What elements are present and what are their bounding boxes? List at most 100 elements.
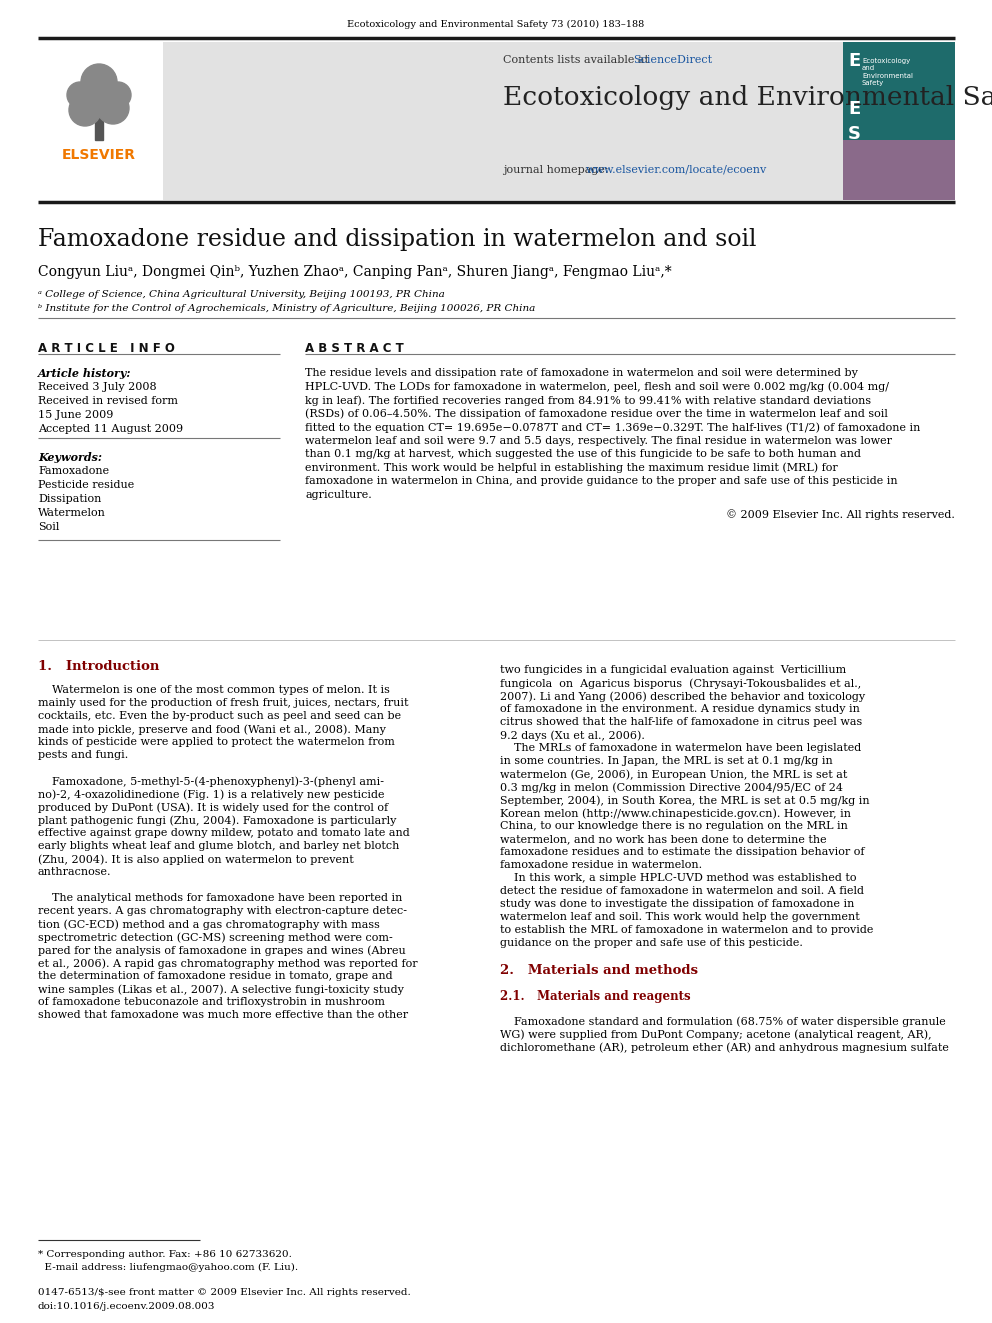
- Text: 2007). Li and Yang (2006) described the behavior and toxicology: 2007). Li and Yang (2006) described the …: [500, 691, 865, 701]
- Text: study was done to investigate the dissipation of famoxadone in: study was done to investigate the dissip…: [500, 900, 854, 909]
- Text: E-mail address: liufengmao@yahoo.com (F. Liu).: E-mail address: liufengmao@yahoo.com (F.…: [38, 1263, 299, 1273]
- Text: WG) were supplied from DuPont Company; acetone (analytical reagent, AR),: WG) were supplied from DuPont Company; a…: [500, 1029, 931, 1040]
- Text: E: E: [848, 52, 860, 70]
- Text: watermelon, and no work has been done to determine the: watermelon, and no work has been done to…: [500, 833, 826, 844]
- Text: Keywords:: Keywords:: [38, 452, 102, 463]
- Text: Famoxadone: Famoxadone: [38, 466, 109, 476]
- Text: 0147-6513/$-see front matter © 2009 Elsevier Inc. All rights reserved.: 0147-6513/$-see front matter © 2009 Else…: [38, 1289, 411, 1297]
- Text: Article history:: Article history:: [38, 368, 132, 378]
- Text: Contents lists available at: Contents lists available at: [503, 56, 653, 65]
- Text: than 0.1 mg/kg at harvest, which suggested the use of this fungicide to be safe : than 0.1 mg/kg at harvest, which suggest…: [305, 448, 861, 459]
- Text: fitted to the equation CT= 19.695e−0.0787T and CT= 1.369e−0.329T. The half-lives: fitted to the equation CT= 19.695e−0.078…: [305, 422, 921, 433]
- Circle shape: [81, 64, 117, 101]
- Text: The MRLs of famoxadone in watermelon have been legislated: The MRLs of famoxadone in watermelon hav…: [500, 744, 861, 753]
- Text: ᵃ College of Science, China Agricultural University, Beijing 100193, PR China: ᵃ College of Science, China Agricultural…: [38, 290, 444, 299]
- Text: famoxadone residue in watermelon.: famoxadone residue in watermelon.: [500, 860, 702, 871]
- Text: tion (GC-ECD) method and a gas chromatography with mass: tion (GC-ECD) method and a gas chromatog…: [38, 919, 380, 930]
- Text: recent years. A gas chromatography with electron-capture detec-: recent years. A gas chromatography with …: [38, 906, 407, 916]
- Text: kinds of pesticide were applied to protect the watermelon from: kinds of pesticide were applied to prote…: [38, 737, 395, 747]
- Text: two fungicides in a fungicidal evaluation against  Verticillium: two fungicides in a fungicidal evaluatio…: [500, 665, 846, 675]
- Text: Pesticide residue: Pesticide residue: [38, 480, 134, 490]
- Text: Famoxadone, 5-methyl-5-(4-phenoxyphenyl)-3-(phenyl ami-: Famoxadone, 5-methyl-5-(4-phenoxyphenyl)…: [38, 777, 384, 787]
- Text: et al., 2006). A rapid gas chromatography method was reported for: et al., 2006). A rapid gas chromatograph…: [38, 958, 418, 968]
- Text: made into pickle, preserve and food (Wani et al., 2008). Many: made into pickle, preserve and food (Wan…: [38, 724, 386, 734]
- Text: Famoxadone residue and dissipation in watermelon and soil: Famoxadone residue and dissipation in wa…: [38, 228, 757, 251]
- Text: Ecotoxicology and Environmental Safety 73 (2010) 183–188: Ecotoxicology and Environmental Safety 7…: [347, 20, 645, 29]
- Text: Received 3 July 2008: Received 3 July 2008: [38, 382, 157, 392]
- Text: Watermelon: Watermelon: [38, 508, 106, 519]
- Text: to establish the MRL of famoxadone in watermelon and to provide: to establish the MRL of famoxadone in wa…: [500, 925, 873, 935]
- Text: Congyun Liuᵃ, Dongmei Qinᵇ, Yuzhen Zhaoᵃ, Canping Panᵃ, Shuren Jiangᵃ, Fengmao L: Congyun Liuᵃ, Dongmei Qinᵇ, Yuzhen Zhaoᵃ…: [38, 265, 672, 279]
- Text: famoxadone residues and to estimate the dissipation behavior of: famoxadone residues and to estimate the …: [500, 847, 864, 857]
- Text: ScienceDirect: ScienceDirect: [633, 56, 712, 65]
- Text: watermelon (Ge, 2006), in European Union, the MRL is set at: watermelon (Ge, 2006), in European Union…: [500, 769, 847, 779]
- Bar: [38, 42, 163, 200]
- Text: journal homepage:: journal homepage:: [503, 165, 612, 175]
- Text: guidance on the proper and safe use of this pesticide.: guidance on the proper and safe use of t…: [500, 938, 803, 949]
- Text: 2.1.   Materials and reagents: 2.1. Materials and reagents: [500, 990, 690, 1003]
- Text: 15 June 2009: 15 June 2009: [38, 410, 113, 419]
- Text: China, to our knowledge there is no regulation on the MRL in: China, to our knowledge there is no regu…: [500, 822, 848, 831]
- Text: A R T I C L E   I N F O: A R T I C L E I N F O: [38, 343, 175, 355]
- Text: Watermelon is one of the most common types of melon. It is: Watermelon is one of the most common typ…: [38, 685, 390, 695]
- Text: pared for the analysis of famoxadone in grapes and wines (Abreu: pared for the analysis of famoxadone in …: [38, 945, 406, 955]
- Text: wine samples (Likas et al., 2007). A selective fungi-toxicity study: wine samples (Likas et al., 2007). A sel…: [38, 984, 404, 995]
- Text: produced by DuPont (USA). It is widely used for the control of: produced by DuPont (USA). It is widely u…: [38, 802, 388, 812]
- Text: Korean melon (http://www.chinapesticide.gov.cn). However, in: Korean melon (http://www.chinapesticide.…: [500, 808, 851, 819]
- Text: early blights wheat leaf and glume blotch, and barley net blotch: early blights wheat leaf and glume blotc…: [38, 841, 400, 851]
- Text: the determination of famoxadone residue in tomato, grape and: the determination of famoxadone residue …: [38, 971, 393, 980]
- Text: S: S: [848, 124, 861, 143]
- Circle shape: [69, 94, 101, 126]
- Text: spectrometric detection (GC-MS) screening method were com-: spectrometric detection (GC-MS) screenin…: [38, 931, 393, 942]
- Circle shape: [97, 93, 129, 124]
- Text: The analytical methods for famoxadone have been reported in: The analytical methods for famoxadone ha…: [38, 893, 403, 904]
- Text: of famoxadone in the environment. A residue dynamics study in: of famoxadone in the environment. A resi…: [500, 704, 860, 714]
- Text: anthracnose.: anthracnose.: [38, 867, 111, 877]
- Text: Dissipation: Dissipation: [38, 493, 101, 504]
- Text: 1.   Introduction: 1. Introduction: [38, 660, 160, 673]
- Text: doi:10.1016/j.ecoenv.2009.08.003: doi:10.1016/j.ecoenv.2009.08.003: [38, 1302, 215, 1311]
- Text: In this work, a simple HPLC-UVD method was established to: In this work, a simple HPLC-UVD method w…: [500, 873, 856, 882]
- Text: The residue levels and dissipation rate of famoxadone in watermelon and soil wer: The residue levels and dissipation rate …: [305, 368, 858, 378]
- Bar: [843, 42, 955, 200]
- Text: Accepted 11 August 2009: Accepted 11 August 2009: [38, 423, 184, 434]
- Circle shape: [67, 82, 93, 108]
- Text: 0.3 mg/kg in melon (Commission Directive 2004/95/EC of 24: 0.3 mg/kg in melon (Commission Directive…: [500, 782, 843, 792]
- Text: dichloromethane (AR), petroleum ether (AR) and anhydrous magnesium sulfate: dichloromethane (AR), petroleum ether (A…: [500, 1043, 949, 1053]
- Text: © 2009 Elsevier Inc. All rights reserved.: © 2009 Elsevier Inc. All rights reserved…: [726, 509, 955, 520]
- Text: fungicola  on  Agaricus bisporus  (Chrysayi-Tokousbalides et al.,: fungicola on Agaricus bisporus (Chrysayi…: [500, 677, 861, 688]
- Text: famoxadone in watermelon in China, and provide guidance to the proper and safe u: famoxadone in watermelon in China, and p…: [305, 476, 898, 486]
- Text: watermelon leaf and soil were 9.7 and 5.5 days, respectively. The final residue : watermelon leaf and soil were 9.7 and 5.…: [305, 435, 892, 446]
- Text: Famoxadone standard and formulation (68.75% of water dispersible granule: Famoxadone standard and formulation (68.…: [500, 1016, 945, 1027]
- Text: Received in revised form: Received in revised form: [38, 396, 178, 406]
- Text: www.elsevier.com/locate/ecoenv: www.elsevier.com/locate/ecoenv: [586, 165, 767, 175]
- Text: no)-2, 4-oxazolidinedione (Fig. 1) is a relatively new pesticide: no)-2, 4-oxazolidinedione (Fig. 1) is a …: [38, 789, 385, 799]
- Bar: [163, 42, 843, 200]
- Text: effective against grape downy mildew, potato and tomato late and: effective against grape downy mildew, po…: [38, 828, 410, 837]
- Text: watermelon leaf and soil. This work would help the government: watermelon leaf and soil. This work woul…: [500, 912, 860, 922]
- Text: plant pathogenic fungi (Zhu, 2004). Famoxadone is particularly: plant pathogenic fungi (Zhu, 2004). Famo…: [38, 815, 397, 826]
- Text: E: E: [848, 101, 860, 118]
- Text: citrus showed that the half-life of famoxadone in citrus peel was: citrus showed that the half-life of famo…: [500, 717, 862, 728]
- Text: Ecotoxicology
and
Environmental
Safety: Ecotoxicology and Environmental Safety: [862, 58, 913, 86]
- Text: 2.   Materials and methods: 2. Materials and methods: [500, 964, 698, 976]
- Text: environment. This work would be helpful in establishing the maximum residue limi: environment. This work would be helpful …: [305, 463, 838, 474]
- Text: ELSEVIER: ELSEVIER: [62, 148, 136, 161]
- Bar: [843, 140, 955, 200]
- Text: kg in leaf). The fortified recoveries ranged from 84.91% to 99.41% with relative: kg in leaf). The fortified recoveries ra…: [305, 396, 871, 406]
- Text: cocktails, etc. Even the by-product such as peel and seed can be: cocktails, etc. Even the by-product such…: [38, 710, 401, 721]
- Bar: [95, 110, 103, 140]
- Text: showed that famoxadone was much more effective than the other: showed that famoxadone was much more eff…: [38, 1009, 408, 1020]
- Text: of famoxadone tebuconazole and trifloxystrobin in mushroom: of famoxadone tebuconazole and trifloxys…: [38, 998, 385, 1007]
- Text: in some countries. In Japan, the MRL is set at 0.1 mg/kg in: in some countries. In Japan, the MRL is …: [500, 755, 832, 766]
- Text: * Corresponding author. Fax: +86 10 62733620.: * Corresponding author. Fax: +86 10 6273…: [38, 1250, 292, 1259]
- Circle shape: [77, 73, 121, 116]
- Text: Soil: Soil: [38, 523, 60, 532]
- Text: detect the residue of famoxadone in watermelon and soil. A field: detect the residue of famoxadone in wate…: [500, 886, 864, 896]
- Text: September, 2004), in South Korea, the MRL is set at 0.5 mg/kg in: September, 2004), in South Korea, the MR…: [500, 795, 870, 806]
- Text: mainly used for the production of fresh fruit, juices, nectars, fruit: mainly used for the production of fresh …: [38, 699, 409, 708]
- Text: HPLC-UVD. The LODs for famoxadone in watermelon, peel, flesh and soil were 0.002: HPLC-UVD. The LODs for famoxadone in wat…: [305, 381, 889, 392]
- Text: agriculture.: agriculture.: [305, 490, 372, 500]
- Text: Ecotoxicology and Environmental Safety: Ecotoxicology and Environmental Safety: [503, 85, 992, 110]
- Text: [tree]: [tree]: [88, 75, 112, 83]
